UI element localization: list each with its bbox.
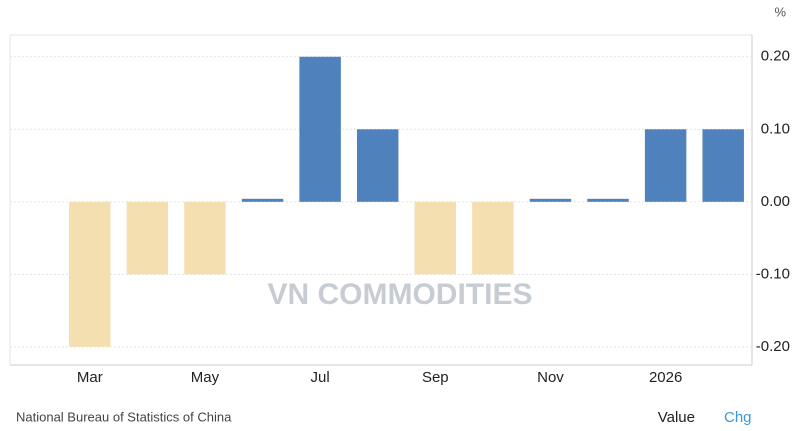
bar: [702, 129, 744, 202]
bar: [472, 201, 514, 275]
y-tick-label: -0.20: [756, 338, 790, 355]
y-tick-label: 0.10: [761, 120, 790, 137]
bar: [587, 198, 629, 202]
bar: [644, 129, 687, 202]
x-tick-label: Jul: [311, 369, 330, 386]
bar: [299, 56, 341, 202]
y-tick-label: -0.10: [756, 265, 790, 282]
watermark: VN COMMODITIES: [267, 278, 532, 311]
x-tick-label: Mar: [77, 369, 103, 386]
bar: [241, 198, 284, 202]
toggle-value[interactable]: Value: [658, 409, 695, 426]
bar: [414, 201, 457, 275]
source: National Bureau of Statistics of China: [16, 409, 232, 424]
x-tick-label: Nov: [537, 369, 564, 386]
bar: [529, 198, 572, 202]
bar: [356, 129, 399, 202]
y-tick-label: 0.00: [761, 193, 790, 210]
x-tick-label: 2026: [649, 369, 682, 386]
toggle-chg[interactable]: Chg: [724, 409, 752, 426]
y-tick-label: 0.20: [761, 48, 790, 65]
x-tick-label: Sep: [422, 369, 449, 386]
bar: [184, 201, 226, 275]
bar: [69, 201, 111, 347]
x-tick-label: May: [191, 369, 220, 386]
bar: [126, 201, 169, 275]
unit-label: %: [774, 4, 786, 19]
